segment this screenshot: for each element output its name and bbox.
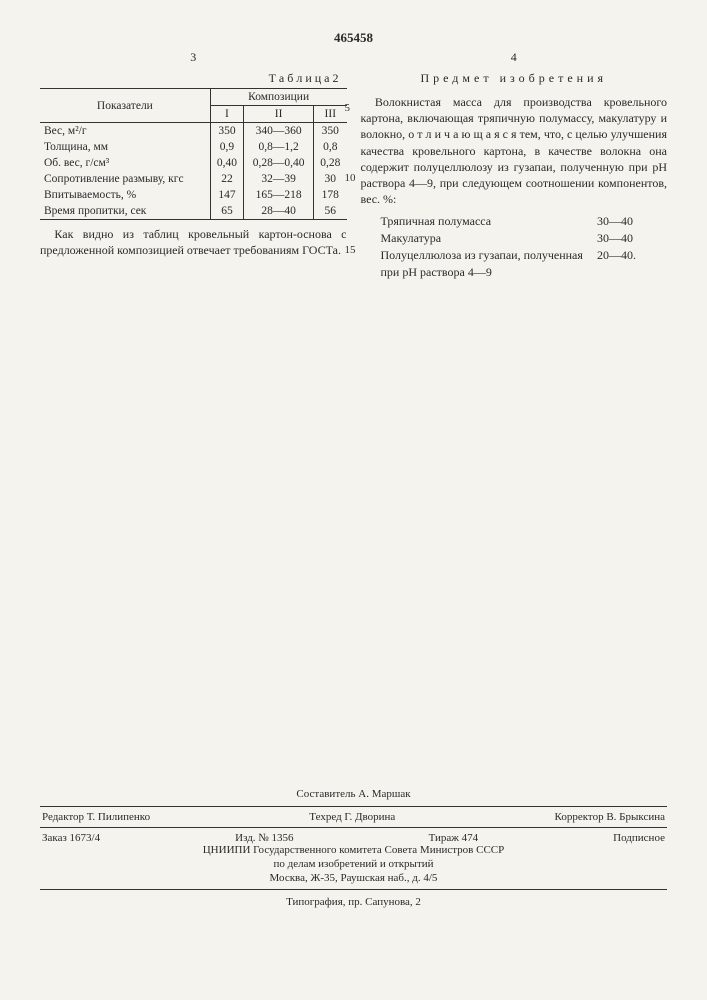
row-cell: 65 [210,203,243,220]
footer-divider [40,806,667,807]
footer-tirazh: Тираж 474 [429,832,479,844]
marker-15: 15 [345,244,356,256]
row-cell: 350 [314,123,347,140]
row-cell: 0,28—0,40 [244,155,314,171]
row-label: Время пропитки, сек [40,203,210,220]
row-cell: 178 [314,187,347,203]
row-label: Толщина, мм [40,139,210,155]
table-row: Впитываемость, % 147 165—218 178 [40,187,347,203]
row-cell: 147 [210,187,243,203]
right-column-number: 4 [361,50,668,65]
document-number: 465458 [40,30,667,46]
footer-address: Москва, Ж-35, Раушская наб., д. 4/5 [40,872,667,886]
component-value: 30—40 [597,213,667,230]
footer-credits: Редактор Т. Пилипенко Техред Г. Дворина … [40,811,667,823]
footer-izd: Изд. № 1356 [235,832,293,844]
footer-editor: Редактор Т. Пилипенко [42,811,150,823]
component-value: 30—40 [597,230,667,247]
footer-compiler: Составитель А. Маршак [40,788,667,802]
row-cell: 30 [314,171,347,187]
component-row: Тряпичная полумасса 30—40 [381,213,668,230]
table-col-1: I [210,106,243,123]
footer-org1: ЦНИИПИ Государственного комитета Совета … [40,844,667,858]
footer-tech: Техред Г. Дворина [309,811,395,823]
table-row: Об. вес, г/см³ 0,40 0,28—0,40 0,28 [40,155,347,171]
component-label: Полуцеллюлоза из гузапаи, полученная при… [381,247,598,281]
table-col-3: III [314,106,347,123]
table-row: Толщина, мм 0,9 0,8—1,2 0,8 [40,139,347,155]
component-value: 20—40. [597,247,667,281]
component-label: Тряпичная полумасса [381,213,598,230]
footer-podpis: Подписное [613,832,665,844]
component-row: Полуцеллюлоза из гузапаи, полученная при… [381,247,668,281]
footer-typography: Типография, пр. Сапунова, 2 [40,896,667,910]
footer: Составитель А. Маршак Редактор Т. Пилипе… [40,788,667,910]
table-col-2: II [244,106,314,123]
component-label: Макулатура [381,230,598,247]
page: 465458 3 Т а б л и ц а 2 Показатели Комп… [0,0,707,1000]
table-row: Сопротивление размыву, кгс 22 32—39 30 [40,171,347,187]
component-row: Макулатура 30—40 [381,230,668,247]
row-cell: 56 [314,203,347,220]
row-label: Вес, м²/г [40,123,210,140]
row-label: Сопротивление размыву, кгс [40,171,210,187]
row-cell: 32—39 [244,171,314,187]
left-column: 3 Т а б л и ц а 2 Показатели Композиции … [40,50,347,281]
footer-divider [40,889,667,890]
table-title: Т а б л и ц а 2 [40,71,339,86]
left-column-number: 3 [40,50,347,65]
table-header-param: Показатели [40,89,210,123]
row-cell: 350 [210,123,243,140]
table-header-compositions: Композиции [210,89,346,106]
row-cell: 0,9 [210,139,243,155]
table-row: Время пропитки, сек 65 28—40 56 [40,203,347,220]
row-cell: 0,8 [314,139,347,155]
row-cell: 0,8—1,2 [244,139,314,155]
footer-divider [40,827,667,828]
footer-pubinfo: Заказ 1673/4 Изд. № 1356 Тираж 474 Подпи… [40,832,667,844]
row-label: Впитываемость, % [40,187,210,203]
footer-org2: по делам изобретений и открытий [40,858,667,872]
left-paragraph: Как видно из таблиц кровельный картон-ос… [40,226,347,258]
footer-order: Заказ 1673/4 [42,832,100,844]
subject-heading: Предмет изобретения [361,71,668,86]
claim-paragraph: Волокнистая масса для производства крове… [361,94,668,207]
component-list: Тряпичная полумасса 30—40 Макулатура 30—… [381,213,668,280]
table-row: Вес, м²/г 350 340—360 350 [40,123,347,140]
row-cell: 0,28 [314,155,347,171]
row-cell: 22 [210,171,243,187]
footer-corrector: Корректор В. Брыксина [555,811,665,823]
row-cell: 28—40 [244,203,314,220]
marker-10: 10 [345,172,356,184]
marker-5: 5 [345,102,351,114]
right-column: 5 10 15 4 Предмет изобретения Волокниста… [361,50,668,281]
row-cell: 0,40 [210,155,243,171]
row-label: Об. вес, г/см³ [40,155,210,171]
row-cell: 340—360 [244,123,314,140]
row-cell: 165—218 [244,187,314,203]
table-2: Показатели Композиции I II III Вес, м²/г… [40,88,347,220]
two-column-layout: 3 Т а б л и ц а 2 Показатели Композиции … [40,50,667,281]
